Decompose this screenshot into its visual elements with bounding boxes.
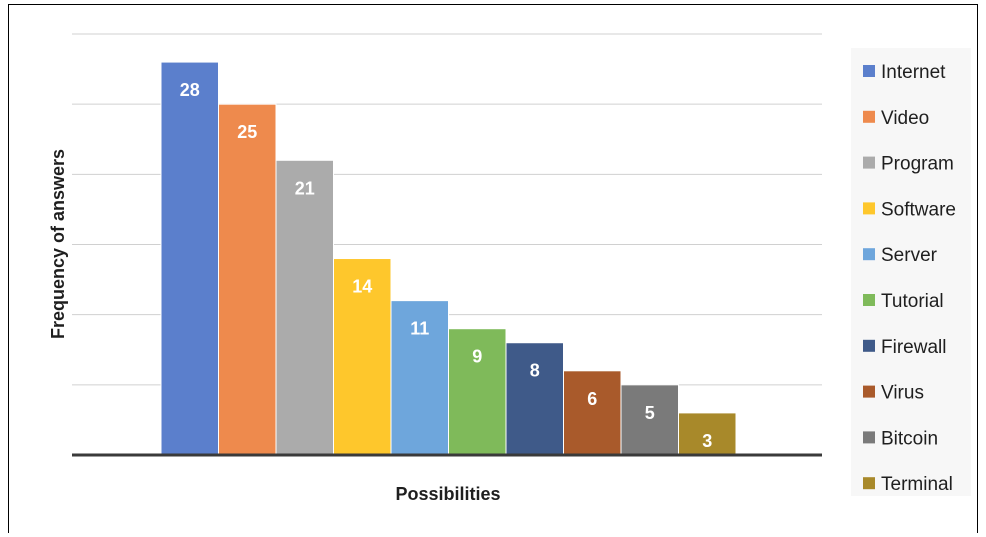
legend-label-terminal: Terminal — [881, 474, 953, 495]
bar-label-firewall: 8 — [530, 361, 540, 381]
bar-firewall — [505, 342, 564, 456]
legend-swatch-bitcoin — [863, 431, 875, 444]
legend-swatch-video — [863, 110, 875, 123]
legend-label-firewall: Firewall — [881, 337, 946, 358]
x-axis-title: Possibilities — [395, 484, 500, 504]
legend-label-virus: Virus — [881, 383, 924, 404]
legend-swatch-terminal — [863, 477, 875, 490]
legend-label-server: Server — [881, 245, 938, 266]
legend-label-software: Software — [881, 199, 956, 220]
legend-swatch-software — [863, 202, 875, 215]
bar-label-virus: 6 — [587, 389, 597, 409]
bar-video — [218, 103, 277, 456]
bar-label-program: 21 — [295, 178, 315, 198]
legend-swatch-firewall — [863, 339, 875, 352]
bars — [160, 61, 737, 456]
bar-label-bitcoin: 5 — [645, 403, 655, 423]
bar-label-internet: 28 — [180, 80, 200, 100]
bar-internet — [160, 61, 219, 456]
bar-bitcoin — [620, 384, 679, 456]
bar-server — [390, 300, 449, 456]
legend-label-tutorial: Tutorial — [881, 291, 944, 312]
legend-swatch-program — [863, 156, 875, 169]
bar-label-terminal: 3 — [702, 431, 712, 451]
bar-labels: 28 25 21 14 11 9 8 6 5 3 — [180, 80, 713, 451]
legend-label-video: Video — [881, 108, 929, 129]
bar-label-server: 11 — [410, 319, 429, 339]
legend: Internet Video Program Software Server Tutori… — [863, 62, 956, 495]
bar-program — [275, 159, 334, 456]
legend-swatch-server — [863, 248, 875, 261]
legend-swatch-virus — [863, 385, 875, 398]
legend-swatch-tutorial — [863, 294, 875, 306]
bar-label-video: 25 — [237, 122, 257, 142]
bar-label-tutorial: 9 — [472, 347, 482, 367]
legend-label-bitcoin: Bitcoin — [881, 428, 938, 449]
bar-label-software: 14 — [352, 277, 372, 297]
y-axis-title: Frequency of answers — [48, 149, 68, 339]
bar-virus — [563, 370, 622, 456]
legend-swatch-internet — [863, 65, 875, 77]
legend-label-internet: Internet — [881, 62, 946, 83]
legend-label-program: Program — [881, 154, 954, 175]
